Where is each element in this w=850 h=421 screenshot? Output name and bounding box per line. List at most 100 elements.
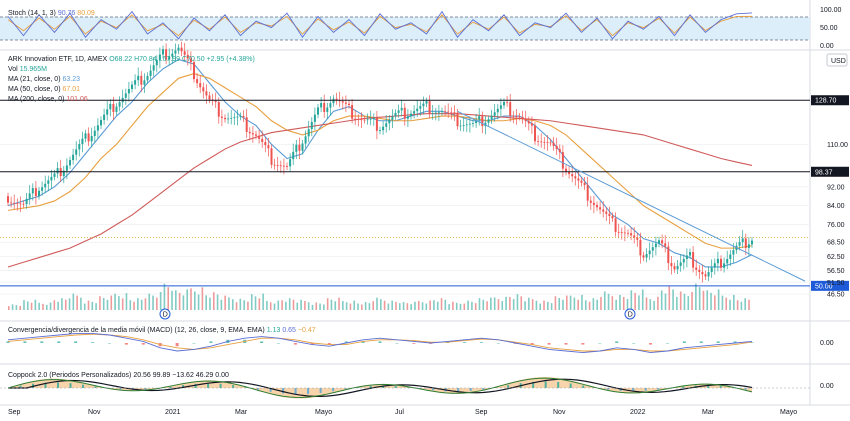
candle-body <box>751 240 753 245</box>
candle-body <box>310 121 313 130</box>
candle-body <box>400 107 403 111</box>
osc-label: Coppock 2.0 (Periodos Personalizados) 20… <box>8 372 229 379</box>
candle-body <box>28 193 31 199</box>
volume-bar <box>315 302 318 310</box>
candle-body <box>406 116 409 119</box>
volume-bar <box>319 303 321 310</box>
candle-body <box>93 130 96 137</box>
osc-histogram-bar <box>257 388 260 390</box>
candle-body <box>627 232 629 234</box>
osc-histogram-bar <box>82 384 85 388</box>
osc-histogram-bar <box>219 383 222 388</box>
volume-bar <box>410 304 412 310</box>
candle-body <box>496 108 499 113</box>
candle-body <box>726 258 729 264</box>
candle-body <box>450 111 453 113</box>
volume-bar <box>49 302 52 310</box>
volume-bar <box>45 304 48 310</box>
candle-body <box>220 116 223 118</box>
volume-bar <box>68 298 71 310</box>
candle-body <box>307 129 310 137</box>
volume-bar <box>205 295 207 310</box>
x-tick-label: Mar <box>235 409 248 416</box>
volume-bar <box>357 303 359 310</box>
osc-histogram-bar <box>407 387 410 388</box>
candle-body <box>84 133 87 139</box>
volume-bar <box>326 298 329 310</box>
osc-histogram-bar <box>232 385 235 388</box>
candle-body <box>298 144 301 151</box>
x-tick-label: 2022 <box>630 409 646 416</box>
candle-body <box>295 144 298 152</box>
event-marker-label: D <box>628 312 633 319</box>
ma-line-1 <box>7 73 753 249</box>
volume-bar <box>429 300 431 310</box>
macd-histogram-bar <box>564 343 568 345</box>
volume-bar <box>95 303 97 310</box>
macd-histogram-bar <box>175 343 179 347</box>
volume-bar <box>554 296 557 310</box>
volume-bar <box>474 303 477 310</box>
candle-body <box>255 134 257 136</box>
candle-body <box>208 95 211 100</box>
volume-bar <box>15 305 18 310</box>
candle-body <box>512 115 515 117</box>
macd-histogram-bar <box>463 342 467 343</box>
volume-bar <box>615 299 617 310</box>
candle-body <box>515 116 518 117</box>
candle-body <box>543 141 546 143</box>
volume-bar <box>436 301 439 310</box>
volume-bar <box>459 303 462 310</box>
volume-bar <box>152 295 154 310</box>
macd-histogram-bar <box>23 341 27 343</box>
volume-bar <box>345 302 348 310</box>
volume-bar <box>323 304 325 310</box>
volume-bar <box>186 289 189 310</box>
osc-histogram-bar <box>282 388 285 394</box>
candle-body <box>472 123 474 124</box>
trendline <box>457 110 806 282</box>
candle-body <box>245 117 248 132</box>
candle-body <box>323 102 326 112</box>
candle-body <box>524 119 527 122</box>
candle-body <box>673 266 676 270</box>
price-tick-label: 92.00 <box>827 184 845 191</box>
volume-bar <box>19 305 21 310</box>
candle-body <box>410 113 412 117</box>
candle-body <box>444 111 447 113</box>
candle-body <box>654 243 657 248</box>
candle-body <box>31 188 34 194</box>
candle-body <box>335 98 338 100</box>
candle-body <box>270 148 273 165</box>
macd-histogram-bar <box>581 343 585 345</box>
candle-body <box>670 263 673 267</box>
candle-body <box>720 258 722 268</box>
candle-body <box>329 103 332 108</box>
macd-histogram-bar <box>293 343 297 345</box>
currency-button[interactable] <box>826 53 848 67</box>
candle-body <box>605 211 608 214</box>
ma50-legend: MA (50, close, 0) 67.01 <box>8 86 80 93</box>
candle-body <box>264 141 267 146</box>
stoch-tick-label: 0.00 <box>820 43 834 50</box>
candle-body <box>419 106 422 109</box>
volume-bar <box>463 303 466 310</box>
volume-bar <box>433 300 435 310</box>
candle-body <box>478 116 481 120</box>
candle-body <box>146 75 149 81</box>
ma200-legend: MA (200, close, 0) 101.06 <box>8 96 88 103</box>
osc-histogram-bar <box>607 388 610 390</box>
macd-histogram-bar <box>632 343 636 344</box>
volume-bar <box>140 299 143 310</box>
candle-body <box>552 142 555 146</box>
volume-bar <box>53 300 56 310</box>
candle-body <box>645 254 648 258</box>
volume-bar <box>702 290 705 310</box>
volume-bar <box>600 296 602 310</box>
candle-body <box>484 122 487 127</box>
candle-body <box>189 58 192 63</box>
candle-body <box>568 171 571 175</box>
volume-bar <box>717 289 720 310</box>
candle-body <box>503 101 505 106</box>
